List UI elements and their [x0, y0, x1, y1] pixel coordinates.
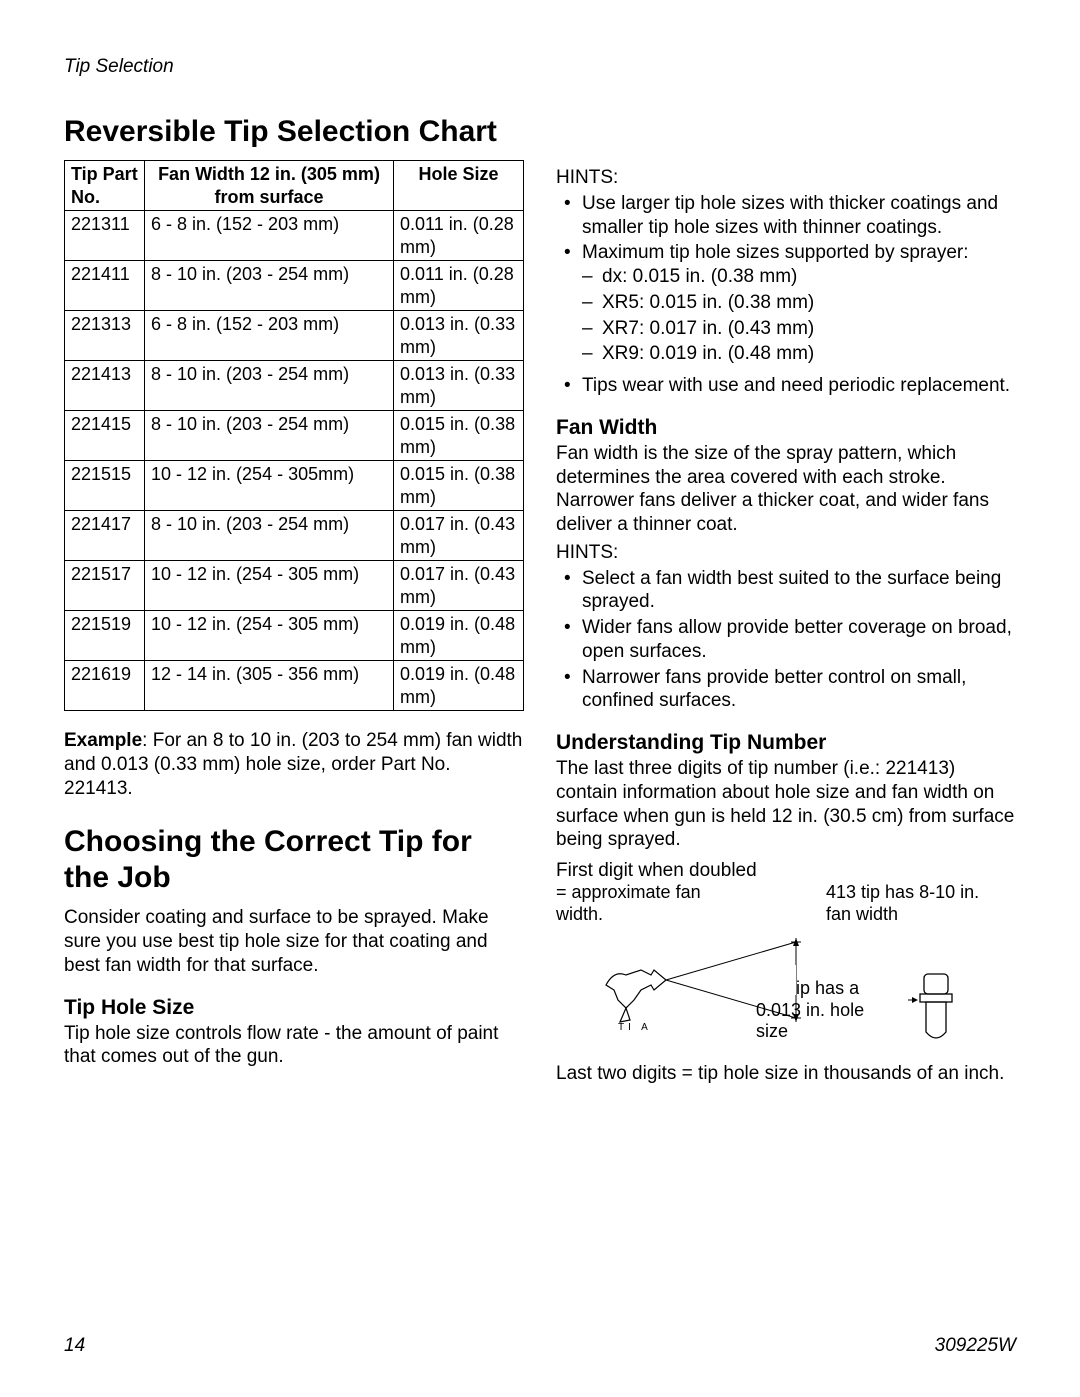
table-cell: 6 - 8 in. (152 - 203 mm) [145, 211, 394, 261]
list-item: Use larger tip hole sizes with thicker c… [556, 192, 1016, 240]
table-cell: 0.017 in. (0.43 mm) [394, 561, 524, 611]
table-cell: 221519 [65, 611, 145, 661]
table-cell: 221411 [65, 261, 145, 311]
breadcrumb: Tip Selection [64, 56, 1016, 78]
right-column: HINTS: Use larger tip hole sizes with th… [556, 114, 1016, 1090]
heading-reversible-tip: Reversible Tip Selection Chart [64, 114, 524, 150]
table-cell: 0.011 in. (0.28 mm) [394, 211, 524, 261]
table-row: 22151710 - 12 in. (254 - 305 mm)0.017 in… [65, 561, 524, 611]
table-cell: 0.017 in. (0.43 mm) [394, 511, 524, 561]
list-item: XR5: 0.015 in. (0.38 mm) [582, 291, 1016, 315]
fan-width-paragraph: Fan width is the size of the spray patte… [556, 442, 1016, 537]
table-cell: 0.013 in. (0.33 mm) [394, 311, 524, 361]
table-cell: 221313 [65, 311, 145, 361]
table-row: 2214118 - 10 in. (203 - 254 mm)0.011 in.… [65, 261, 524, 311]
example-label: Example [64, 730, 142, 751]
table-cell: 221515 [65, 461, 145, 511]
list-item: XR7: 0.017 in. (0.43 mm) [582, 317, 1016, 341]
table-row: 2213116 - 8 in. (152 - 203 mm)0.011 in. … [65, 211, 524, 261]
diagram-label-top: 413 tip has 8-10 in. fan width [826, 882, 996, 925]
left-column: Reversible Tip Selection Chart Tip Part … [64, 114, 524, 1090]
table-row: 22151910 - 12 in. (254 - 305 mm)0.019 in… [65, 611, 524, 661]
list-item: dx: 0.015 in. (0.38 mm) [582, 265, 1016, 289]
table-cell: 0.013 in. (0.33 mm) [394, 361, 524, 411]
table-row: 2214138 - 10 in. (203 - 254 mm)0.013 in.… [65, 361, 524, 411]
table-cell: 10 - 12 in. (254 - 305 mm) [145, 611, 394, 661]
heading-understanding: Understanding Tip Number [556, 731, 1016, 755]
table-row: 2214178 - 10 in. (203 - 254 mm)0.017 in.… [65, 511, 524, 561]
table-cell: 10 - 12 in. (254 - 305 mm) [145, 561, 394, 611]
table-cell: 12 - 14 in. (305 - 356 mm) [145, 661, 394, 711]
tip-icon [906, 970, 966, 1050]
heading-tip-hole-size: Tip Hole Size [64, 996, 524, 1020]
table-row: 2213136 - 8 in. (152 - 203 mm)0.013 in. … [65, 311, 524, 361]
list-item: Wider fans allow provide better coverage… [556, 616, 1016, 664]
table-cell: 10 - 12 in. (254 - 305mm) [145, 461, 394, 511]
table-cell: 0.011 in. (0.28 mm) [394, 261, 524, 311]
table-cell: 221415 [65, 411, 145, 461]
tip-selection-table: Tip Part No. Fan Width 12 in. (305 mm) f… [64, 160, 524, 711]
th-part-no: Tip Part No. [65, 161, 145, 211]
table-cell: 6 - 8 in. (152 - 203 mm) [145, 311, 394, 361]
diagram-caption-top: First digit when doubled [556, 860, 1016, 882]
table-cell: 221619 [65, 661, 145, 711]
table-cell: 0.019 in. (0.48 mm) [394, 611, 524, 661]
choosing-paragraph: Consider coating and surface to be spray… [64, 906, 524, 977]
hint-text: Maximum tip hole sizes supported by spra… [582, 242, 969, 263]
document-id: 309225W [935, 1335, 1016, 1357]
understanding-paragraph: The last three digits of tip number (i.e… [556, 757, 1016, 852]
table-row: 2214158 - 10 in. (203 - 254 mm)0.015 in.… [65, 411, 524, 461]
hints-label-2: HINTS: [556, 541, 1016, 565]
diagram-caption-bottom: Last two digits = tip hole size in thous… [556, 1062, 1016, 1086]
table-row: 22151510 - 12 in. (254 - 305mm)0.015 in.… [65, 461, 524, 511]
table-cell: 0.015 in. (0.38 mm) [394, 411, 524, 461]
example-paragraph: Example: For an 8 to 10 in. (203 to 254 … [64, 729, 524, 800]
hints-list-1: Use larger tip hole sizes with thicker c… [556, 192, 1016, 398]
table-cell: 8 - 10 in. (203 - 254 mm) [145, 411, 394, 461]
diagram-small-label: TI A [618, 1022, 652, 1033]
table-cell: 8 - 10 in. (203 - 254 mm) [145, 511, 394, 561]
table-cell: 0.019 in. (0.48 mm) [394, 661, 524, 711]
tip-hole-size-paragraph: Tip hole size controls flow rate - the a… [64, 1022, 524, 1070]
hints-list-2: Select a fan width best suited to the su… [556, 567, 1016, 714]
list-item: Tips wear with use and need periodic rep… [556, 374, 1016, 398]
table-cell: 221311 [65, 211, 145, 261]
hints-label-1: HINTS: [556, 166, 1016, 190]
list-item: Maximum tip hole sizes supported by spra… [556, 241, 1016, 366]
heading-choosing: Choosing the Correct Tip for the Job [64, 824, 524, 896]
tip-number-diagram: First digit when doubled = approximate f… [556, 860, 1016, 1086]
table-cell: 8 - 10 in. (203 - 254 mm) [145, 261, 394, 311]
table-cell: 221517 [65, 561, 145, 611]
list-item: Select a fan width best suited to the su… [556, 567, 1016, 615]
heading-fan-width: Fan Width [556, 416, 1016, 440]
diagram-label-approx: = approximate fan width. [556, 882, 736, 925]
table-cell: 0.015 in. (0.38 mm) [394, 461, 524, 511]
page-footer: 14 309225W [64, 1335, 1016, 1357]
table-cell: 221413 [65, 361, 145, 411]
table-cell: 8 - 10 in. (203 - 254 mm) [145, 361, 394, 411]
table-row: 22161912 - 14 in. (305 - 356 mm)0.019 in… [65, 661, 524, 711]
th-hole-size: Hole Size [394, 161, 524, 211]
list-item: XR9: 0.019 in. (0.48 mm) [582, 342, 1016, 366]
th-fan-width: Fan Width 12 in. (305 mm) from surface [145, 161, 394, 211]
page-number: 14 [64, 1335, 85, 1357]
table-cell: 221417 [65, 511, 145, 561]
list-item: Narrower fans provide better control on … [556, 666, 1016, 714]
